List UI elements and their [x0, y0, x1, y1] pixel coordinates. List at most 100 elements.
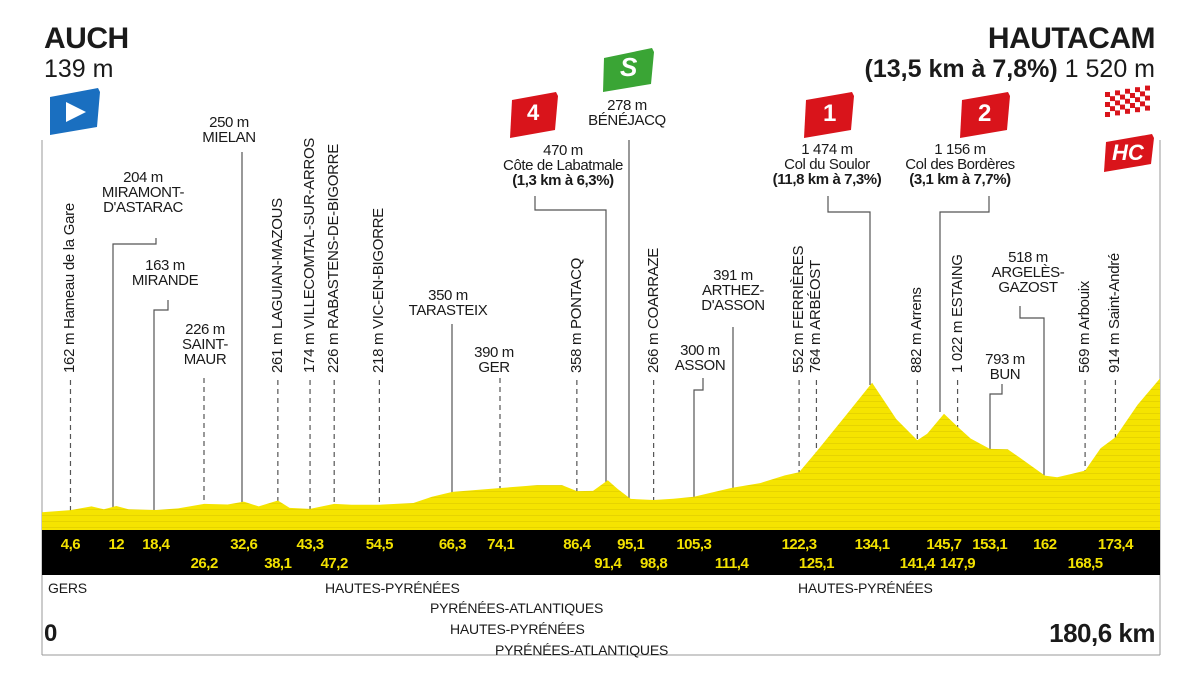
waypoint-label: 358 m PONTACQ [567, 257, 585, 373]
start-elevation: 139 m [44, 55, 114, 83]
km-marker: 134,1 [854, 536, 891, 553]
waypoint-label: 1 022 m ESTAING [948, 254, 966, 373]
km-marker: 74,1 [487, 536, 515, 553]
checker-square [1115, 100, 1120, 106]
kom-cat4-icon [510, 92, 558, 138]
waypoint-label: 226 m RABASTENS-DE-BIGORRE [325, 144, 343, 373]
waypoint-elevation: 350 m [428, 287, 468, 304]
checker-square [1110, 106, 1115, 112]
waypoint-label: 552 m FERRIÈRES [790, 245, 808, 373]
region-label: GERS [48, 580, 87, 596]
waypoint-elevation: 793 m [985, 351, 1025, 368]
waypoint-name: MIRAMONT- D'ASTARAC [101, 184, 185, 216]
kom-cat4-label: 4 [527, 100, 540, 125]
waypoint-name: GER [478, 359, 510, 376]
km-marker: 111,4 [714, 555, 749, 572]
checker-square [1140, 96, 1145, 102]
checker-square [1135, 107, 1140, 113]
checker-square [1145, 95, 1150, 101]
checker-square [1135, 92, 1140, 98]
waypoint-label: 914 m Saint-André [1106, 253, 1124, 373]
checker-square [1120, 99, 1125, 105]
start-flag-icon [50, 88, 100, 135]
km-marker: 153,1 [972, 536, 1008, 553]
waypoint-name: ARTHEZ- D'ASSON [701, 282, 765, 314]
checker-square [1145, 90, 1150, 96]
waypoint-leader [939, 196, 990, 412]
checker-square [1130, 93, 1135, 98]
waypoint-label: 793 m BUN [985, 352, 1025, 382]
waypoint-name: MIRANDE [131, 272, 199, 289]
waypoint-elevation: 1 474 m [801, 141, 853, 158]
sprint-label: S [620, 52, 638, 82]
checker-square [1105, 102, 1110, 107]
checker-square [1125, 108, 1130, 114]
km-marker: 122,3 [781, 536, 818, 553]
waypoint-label: 204 m MIRAMONT- D'ASTARAC [101, 169, 185, 216]
waypoint-label: 518 m ARGELÈS- GAZOST [992, 250, 1065, 295]
waypoint-elevation: 278 m [607, 97, 647, 114]
waypoint-name: TARASTEIX [408, 302, 488, 319]
waypoint-elevation: 300 m [680, 342, 720, 359]
finish-name: HAUTACAM [987, 22, 1156, 55]
waypoint-label: 250 m MIELAN [202, 114, 256, 146]
waypoint-elevation: 391 m [713, 267, 753, 284]
checker-square [1110, 96, 1115, 102]
checker-square [1115, 90, 1120, 96]
waypoint-elevation: 226 m [185, 321, 225, 338]
checker-square [1125, 93, 1130, 99]
checker-square [1105, 112, 1110, 117]
waypoint-label: 226 m SAINT- MAUR [182, 322, 228, 367]
km-marker: 54,5 [365, 536, 394, 553]
km-marker: 26,2 [190, 555, 219, 572]
waypoint-label: 390 m GER [474, 345, 514, 375]
kom-cat1-label: 1 [823, 100, 837, 127]
waypoint-elevation: 390 m [474, 344, 514, 361]
waypoint-leader [534, 196, 607, 530]
waypoint-leader [153, 300, 169, 530]
checker-square [1110, 111, 1115, 117]
km-marker: 47,2 [320, 555, 349, 572]
waypoint-elevation: 204 m [123, 169, 163, 186]
checker-square [1135, 102, 1140, 108]
checker-square [1105, 92, 1110, 97]
kom-hc-icon [1104, 134, 1154, 172]
km-marker: 66,3 [438, 536, 467, 553]
waypoint-label: 350 m TARASTEIX [409, 288, 488, 318]
checker-square [1105, 107, 1110, 112]
finish-flag-icon [1105, 85, 1150, 117]
km-marker: 12 [108, 536, 125, 553]
checker-square [1125, 103, 1130, 109]
waypoint-name: MIELAN [202, 129, 256, 146]
checker-square [1140, 106, 1145, 112]
checker-square [1115, 110, 1120, 116]
region-label: PYRÉNÉES-ATLANTIQUES [430, 600, 604, 616]
km-marker: 168,5 [1067, 555, 1104, 572]
waypoint-label: 1 156 m Col des Bordères (3,1 km à 7,7%) [905, 142, 1015, 187]
km-marker: 4,6 [60, 536, 81, 553]
km-marker: 38,1 [264, 555, 292, 572]
checker-square [1145, 105, 1150, 111]
checker-square [1120, 89, 1125, 95]
climb-stats: (1,3 km à 6,3%) [512, 172, 614, 189]
checker-square [1115, 95, 1120, 101]
region-label: HAUTES-PYRÉNÉES [450, 621, 585, 637]
checker-square [1140, 86, 1145, 92]
waypoint-leader [1019, 306, 1045, 530]
kom-cat2-label: 2 [978, 100, 992, 127]
checker-square [1135, 97, 1140, 103]
km-marker: 105,3 [676, 536, 712, 553]
waypoint-label: 391 m ARTHEZ- D'ASSON [701, 267, 765, 314]
checker-square [1110, 101, 1115, 107]
km-marker: 32,6 [230, 536, 258, 553]
waypoint-label: 162 m Hameau de la Gare [61, 203, 79, 373]
km-marker: 145,7 [926, 536, 962, 553]
waypoint-label: 764 m ARBÉOST [807, 260, 825, 373]
checker-square [1145, 85, 1150, 91]
waypoint-label: 1 474 m Col du Soulor (11,8 km à 7,3%) [773, 142, 882, 187]
region-label: PYRÉNÉES-ATLANTIQUES [495, 642, 669, 658]
waypoint-elevation: 250 m [209, 114, 249, 131]
finish-elevation: 1 520 m [1064, 55, 1155, 83]
checker-square [1130, 108, 1135, 113]
